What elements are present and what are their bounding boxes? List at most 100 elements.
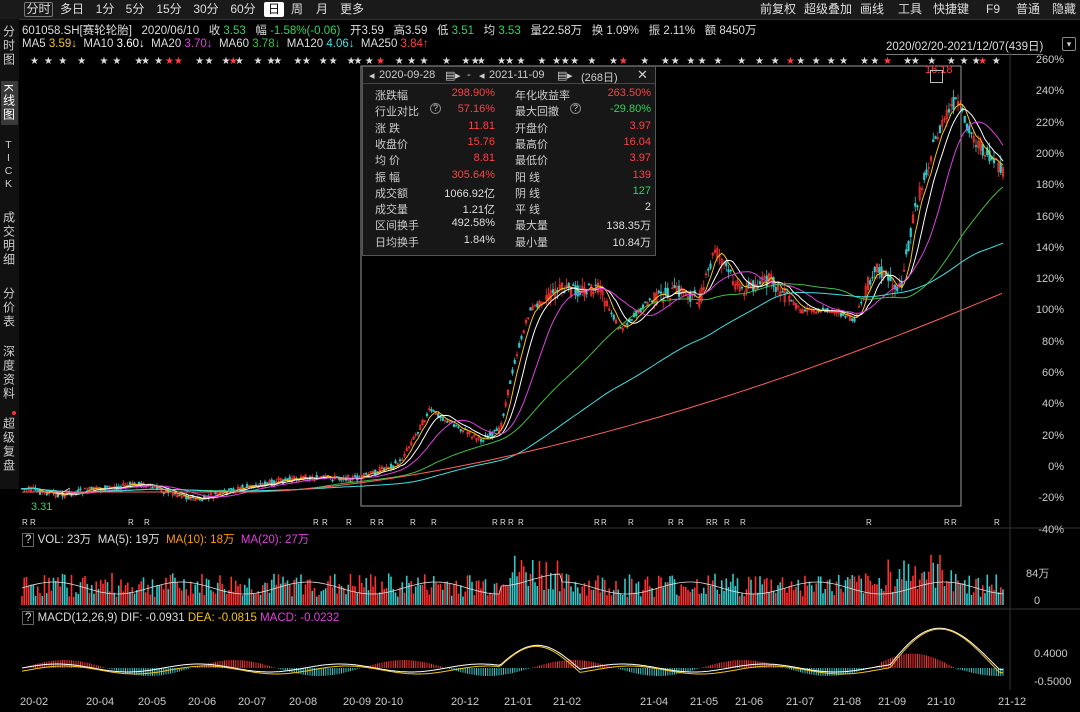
candle-body — [511, 369, 514, 374]
next-end-icon[interactable]: ▸ — [567, 70, 573, 82]
prev-end-icon[interactable]: ◂ — [479, 70, 485, 82]
candle-body — [153, 485, 156, 488]
forward-adjust-button[interactable]: 前复权 — [760, 2, 797, 16]
volume-bar — [221, 583, 224, 605]
stat-value: 263.50% — [607, 87, 651, 99]
stock-code-name[interactable]: 601058.SH[赛轮轮胎] — [22, 25, 132, 37]
period-tab-1min[interactable]: 1分 — [95, 2, 115, 16]
volume-bar — [831, 591, 833, 605]
volume-bar — [43, 575, 46, 605]
candle-body — [927, 167, 930, 169]
time-axis-label: 21-10 — [927, 696, 956, 708]
event-star-icon: ★ — [505, 56, 514, 67]
volume-bar — [797, 579, 800, 605]
candle-body — [610, 312, 613, 315]
hide-button[interactable]: 隐藏 — [1052, 2, 1077, 16]
candle-body — [664, 287, 667, 295]
tab-fenshi-chart[interactable]: 分时图 — [1, 25, 18, 67]
candle-body — [515, 354, 519, 357]
start-date-field[interactable]: 2020-09-28 — [379, 69, 436, 81]
normal-mode-button[interactable]: 普通 — [1016, 2, 1041, 16]
super-overlay-button[interactable]: 超级叠加 — [804, 2, 853, 16]
event-star-icon: ★ — [883, 56, 892, 67]
help-icon[interactable]: ? — [570, 103, 581, 114]
period-tab-more[interactable]: 更多 — [339, 2, 364, 16]
volume-bar — [716, 589, 719, 605]
volume-bar — [48, 577, 50, 605]
volume-bar — [493, 583, 496, 605]
volume-bar — [608, 588, 611, 605]
volume-bar — [120, 579, 122, 605]
tab-kline-chart[interactable]: K线图 — [1, 81, 18, 126]
tab-deep-info[interactable]: 深度资料 — [1, 345, 18, 401]
tab-tick[interactable]: TICK — [1, 139, 18, 191]
f9-button[interactable]: F9 — [986, 2, 1001, 16]
volume-bar — [356, 592, 359, 605]
tab-trade-detail[interactable]: 成交明细 — [1, 211, 18, 267]
period-tab-day[interactable]: 日 — [264, 2, 284, 17]
tools-button[interactable]: 工具 — [898, 2, 923, 16]
shortcut-button[interactable]: 快捷键 — [933, 2, 970, 16]
r-marker: R — [500, 518, 506, 527]
volume-bar — [117, 585, 120, 605]
volume-bar — [185, 589, 188, 605]
volume-bar — [252, 593, 255, 605]
period-tab-week[interactable]: 周 — [290, 2, 303, 16]
volume-bar — [309, 579, 311, 605]
volume-bar — [522, 566, 525, 605]
event-star-icon: ★ — [870, 56, 879, 67]
volume-bar — [354, 586, 356, 605]
candle-body — [128, 482, 132, 485]
help-icon[interactable]: ? — [22, 611, 35, 625]
close-icon[interactable]: ✕ — [637, 67, 648, 82]
volume-bar — [759, 576, 761, 605]
volume-bar — [939, 554, 941, 605]
candle-body — [693, 290, 696, 292]
volume-bar — [745, 589, 748, 605]
volume-bar — [680, 584, 683, 605]
volume-bar — [619, 593, 622, 605]
volume-bar — [502, 584, 505, 605]
notification-dot — [12, 411, 16, 415]
prev-start-icon[interactable]: ◂ — [369, 70, 375, 82]
period-tab-60min[interactable]: 60分 — [230, 2, 256, 16]
end-date-field[interactable]: 2021-11-09 — [489, 69, 545, 81]
candle-body — [659, 291, 663, 294]
stat-label: 振 幅 — [375, 171, 401, 184]
volume-bar — [801, 596, 804, 605]
draw-line-button[interactable]: 画线 — [860, 2, 885, 16]
help-icon[interactable]: ? — [430, 103, 441, 114]
date-range-selector[interactable]: 2020/02/20-2021/12/07(439日) — [886, 38, 1044, 55]
volume-bar — [810, 585, 813, 605]
period-tab-5min[interactable]: 5分 — [125, 2, 145, 16]
help-icon[interactable]: ? — [22, 533, 35, 547]
volume-bar — [576, 587, 579, 605]
tab-price-table[interactable]: 分价表 — [1, 287, 18, 329]
volume-bar — [941, 569, 944, 605]
candle-body — [680, 287, 683, 295]
candle-body — [459, 429, 462, 432]
period-tab-month[interactable]: 月 — [315, 2, 328, 16]
volume-bar — [266, 582, 269, 605]
period-tab-duori[interactable]: 多日 — [59, 2, 84, 16]
calendar-icon[interactable]: ▤ — [557, 70, 568, 82]
candle-body — [392, 465, 395, 468]
tab-super-review[interactable]: 超级复盘 — [1, 417, 18, 473]
r-marker: R — [706, 518, 712, 527]
volume-axis-top: 84万 — [1026, 568, 1050, 580]
r-marker: R — [951, 518, 957, 527]
volume-bar — [311, 590, 314, 605]
expand-icon[interactable] — [930, 70, 943, 83]
chevron-down-icon[interactable]: ▾ — [1062, 37, 1076, 51]
period-tab-30min[interactable]: 30分 — [193, 2, 219, 16]
next-start-icon[interactable]: ▸ — [455, 70, 461, 82]
volume-bar — [671, 575, 674, 605]
volume-bar — [216, 582, 219, 605]
volume-bar — [684, 586, 687, 605]
period-tab-fenshi[interactable]: 分时 — [24, 2, 53, 17]
candle-body — [803, 309, 807, 312]
calendar-icon[interactable]: ▤ — [445, 70, 456, 82]
period-tab-15min[interactable]: 15分 — [156, 2, 182, 16]
volume-bar — [333, 574, 336, 605]
